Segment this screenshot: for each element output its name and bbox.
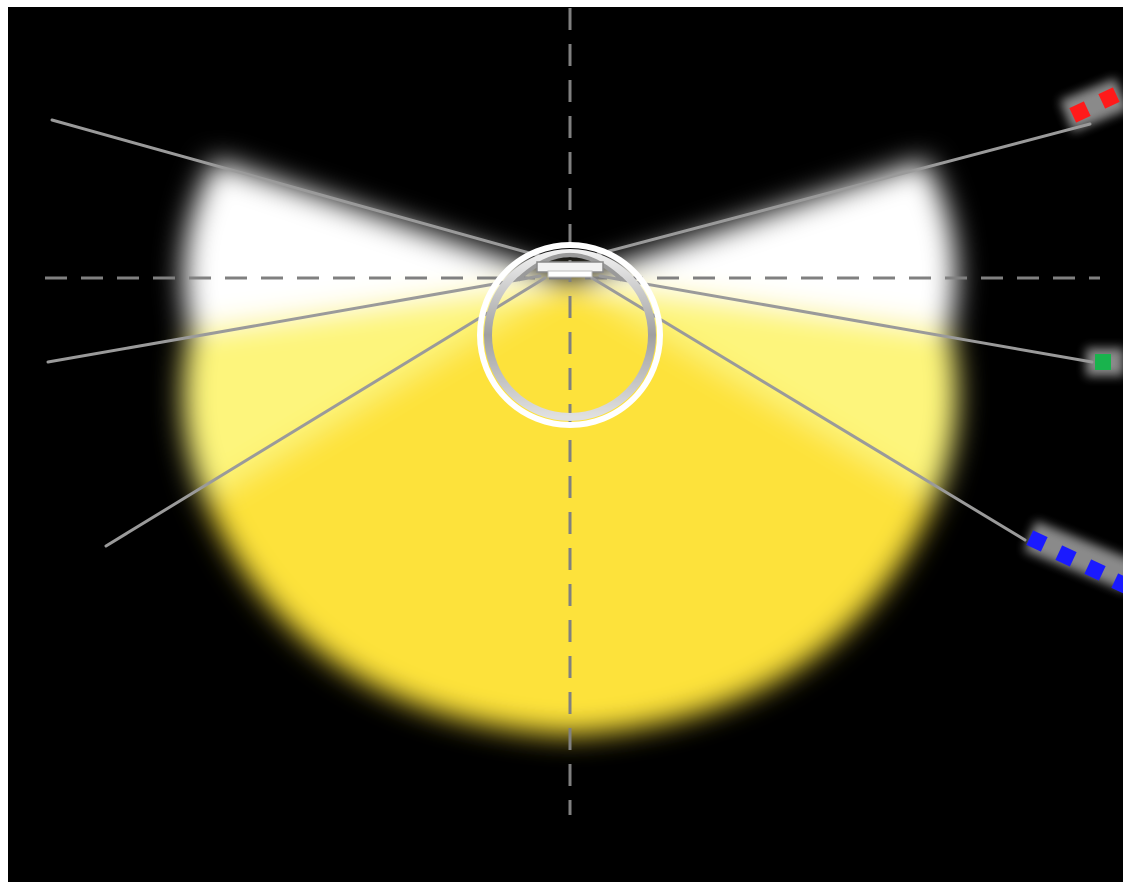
blue-marker-2 (1055, 545, 1077, 567)
rays (46, 118, 1094, 548)
ray-lower-left (104, 276, 547, 548)
blue-markers (1026, 530, 1123, 595)
yellow-beam (205, 280, 935, 735)
red-marker-1 (1069, 101, 1091, 123)
blue-marker-3 (1084, 559, 1106, 581)
ray-mid-left (46, 274, 542, 364)
red-marker-2 (1098, 87, 1120, 109)
light-beams (182, 160, 958, 735)
ray-upper-left (50, 118, 542, 258)
ray-upper-right (596, 122, 1092, 256)
blue-marker-glow (1023, 520, 1123, 592)
ray-lower-right (590, 276, 1027, 542)
luminaire-ring-outer (477, 242, 663, 428)
blue-marker-4 (1111, 573, 1123, 595)
blue-marker-1 (1026, 530, 1048, 552)
luminaire (477, 242, 663, 428)
luminaire-cap (516, 253, 624, 282)
green-markers (1095, 354, 1111, 370)
red-markers (1069, 87, 1120, 123)
markers (1026, 87, 1123, 595)
yellow-light-beam (182, 280, 958, 500)
green-marker-1 (1095, 354, 1111, 370)
ray-mid-right (598, 274, 1094, 364)
led-emitter (547, 270, 593, 278)
